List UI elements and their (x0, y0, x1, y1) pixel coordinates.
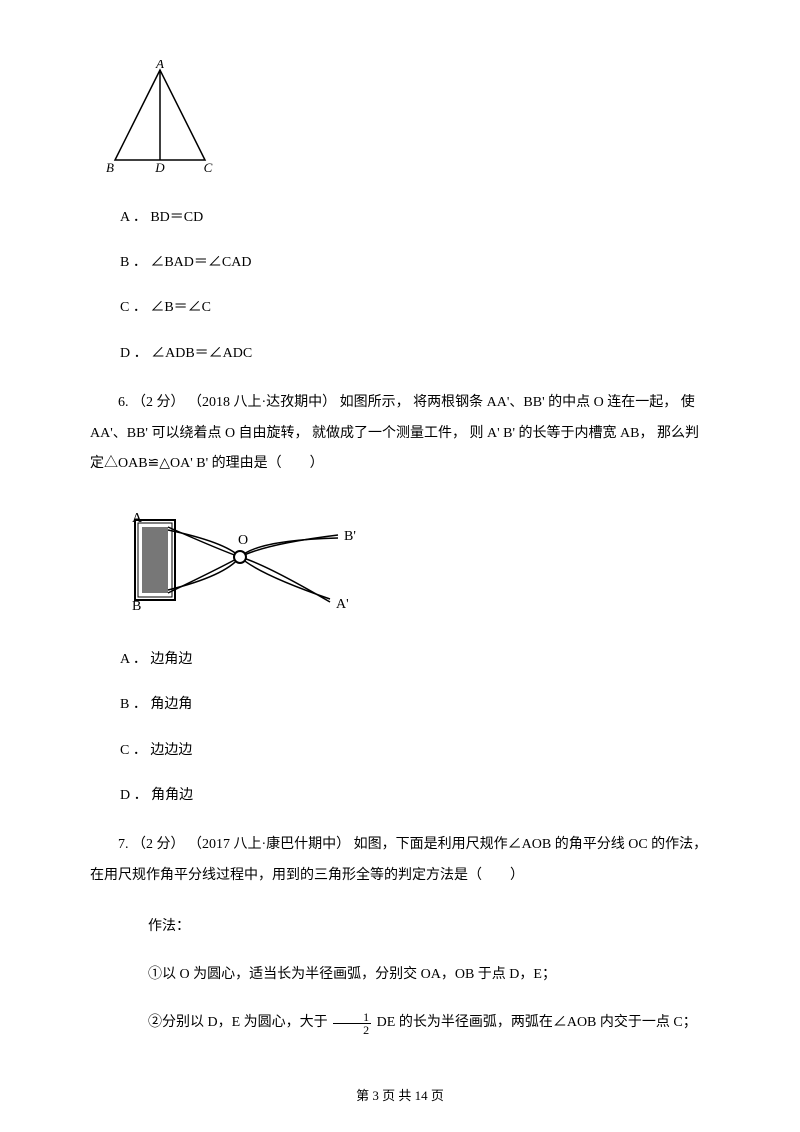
q5-option-a: A ． BD＝CD (120, 205, 710, 230)
label-D: D (154, 160, 165, 175)
q6-option-a: A ． 边角边 (120, 647, 710, 672)
q5-option-b: B ． ∠BAD＝∠CAD (120, 250, 710, 275)
q7-sub3-pre: ②分别以 D，E 为圆心，大于 (148, 1015, 331, 1030)
page-footer: 第 3 页 共 14 页 (0, 1085, 800, 1104)
q7-sub2: ①以 O 为圆心，适当长为半径画弧，分别交 OA，OB 于点 D，E； (120, 961, 710, 989)
q6-option-d: D ． 角角边 (120, 783, 710, 808)
q6-option-b: B ． 角边角 (120, 692, 710, 717)
label-A2: A (132, 511, 143, 526)
q6-text: 6. （2 分） （2018 八上·达孜期中） 如图所示， 将两根钢条 AA'、… (90, 388, 710, 480)
label-B2: B (132, 599, 141, 614)
label-Ap: A' (336, 597, 349, 612)
label-B: B (106, 160, 114, 175)
label-O: O (238, 533, 248, 548)
q7-sub1: 作法： (120, 913, 710, 941)
label-A: A (155, 60, 164, 71)
q7-text: 7. （2 分） （2017 八上·康巴什期中） 如图，下面是利用尺规作∠AOB… (90, 830, 710, 892)
q5-option-d: D ． ∠ADB＝∠ADC (120, 341, 710, 366)
q7-sub3-post: DE 的长为半径画弧，两弧在∠AOB 内交于一点 C； (373, 1015, 697, 1030)
q6-option-c: C ． 边边边 (120, 738, 710, 763)
label-C: C (204, 160, 213, 175)
triangle-figure: A B D C (100, 60, 710, 185)
label-Bp: B' (344, 529, 356, 544)
q5-option-c: C ． ∠B＝∠C (120, 295, 710, 320)
caliper-figure: A B O B' A' (120, 502, 710, 627)
fraction-half: 12 (333, 1011, 371, 1036)
q7-sub3: ②分别以 D，E 为圆心，大于 12 DE 的长为半径画弧，两弧在∠AOB 内交… (120, 1009, 710, 1037)
